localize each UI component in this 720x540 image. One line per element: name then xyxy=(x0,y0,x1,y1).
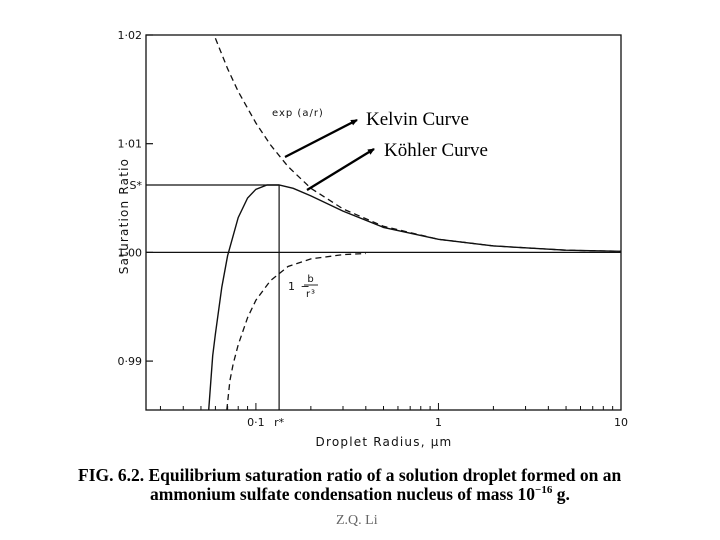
solute-curve-label: 1 − b r³ xyxy=(288,274,318,300)
x-tick-label: 10 xyxy=(614,416,628,429)
svg-text:1 −: 1 − xyxy=(288,280,311,293)
footer-author: Z.Q. Li xyxy=(336,513,378,528)
svg-text:r³: r³ xyxy=(306,289,316,300)
solute-curve xyxy=(226,252,366,411)
x-tick-label: r* xyxy=(274,416,285,429)
kelvin-arrow xyxy=(284,118,358,159)
y-tick-marks xyxy=(146,34,153,362)
caption-exponent: −16 xyxy=(535,484,553,497)
kohler-arrow xyxy=(306,148,375,191)
svg-text:b: b xyxy=(307,274,314,285)
y-axis-title: Saturation Ratio xyxy=(117,158,131,274)
x-tick-label: 0·1 xyxy=(247,416,265,429)
y-tick-label: 1·00 xyxy=(118,246,143,259)
kelvin-curve-annotation: Kelvin Curve xyxy=(366,109,469,130)
y-tick-label: 0·99 xyxy=(118,355,143,368)
s-star-label: S* xyxy=(130,179,143,192)
kelvin-curve-label: exp (a/r) xyxy=(272,108,324,119)
caption-suffix: g. xyxy=(552,484,570,504)
caption-prefix: FIG. 6.2. xyxy=(78,465,145,485)
caption-line-2-wrap: ammonium sulfate condensation nucleus of… xyxy=(78,485,678,504)
figure-caption: FIG. 6.2. Equilibrium saturation ratio o… xyxy=(78,466,678,504)
caption-line-2: ammonium sulfate condensation nucleus of… xyxy=(150,484,536,504)
y-tick-label: 1·01 xyxy=(118,138,143,151)
kohler-curve xyxy=(208,184,622,411)
x-tick-label: 1 xyxy=(435,416,442,429)
x-tick-marks xyxy=(159,403,622,410)
plot-frame xyxy=(145,34,622,411)
kohler-curve-annotation: Köhler Curve xyxy=(384,140,488,161)
x-axis-title: Droplet Radius, μm xyxy=(316,435,453,449)
y-tick-label: 1·02 xyxy=(118,29,143,42)
caption-line-1: Equilibrium saturation ratio of a soluti… xyxy=(148,465,622,485)
